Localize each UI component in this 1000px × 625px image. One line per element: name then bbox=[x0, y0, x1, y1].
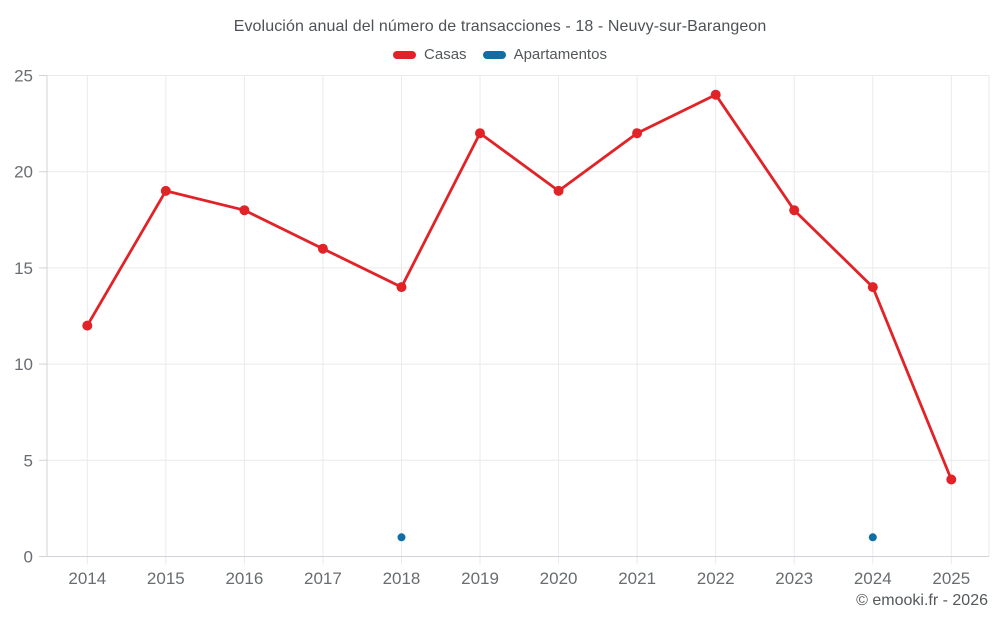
y-tick-label: 15 bbox=[14, 259, 33, 278]
casas-point[interactable] bbox=[789, 205, 800, 216]
legend-label: Casas bbox=[424, 46, 467, 63]
casas-point[interactable] bbox=[82, 320, 93, 331]
casas-point[interactable] bbox=[710, 89, 721, 100]
casas-line bbox=[85, 93, 953, 481]
casas-point[interactable] bbox=[475, 128, 485, 139]
legend-swatch-apartamentos bbox=[482, 50, 506, 59]
chart-title: Evolución anual del número de transaccio… bbox=[233, 18, 767, 35]
casas-point[interactable] bbox=[160, 185, 171, 196]
y-tick-label: 10 bbox=[14, 355, 33, 374]
casas-point[interactable] bbox=[632, 128, 643, 139]
footer-credit: © emooki.fr - 2026 bbox=[856, 592, 988, 609]
legend-swatch-casas bbox=[393, 50, 417, 59]
chart-legend: Casas Apartamentos bbox=[0, 46, 1000, 63]
x-tick-label: 2023 bbox=[775, 569, 813, 588]
y-tick-label: 5 bbox=[24, 451, 33, 470]
x-tick-label: 2017 bbox=[304, 569, 342, 588]
y-tick-label: 25 bbox=[14, 67, 33, 86]
x-tick-label: 2022 bbox=[697, 569, 735, 588]
x-tick-label: 2018 bbox=[383, 569, 421, 588]
x-tick-label: 2020 bbox=[540, 569, 578, 588]
x-tick-label: 2025 bbox=[932, 569, 970, 588]
legend-item-apartamentos[interactable]: Apartamentos bbox=[482, 46, 607, 63]
y-tick-label: 20 bbox=[14, 163, 33, 182]
casas-point[interactable] bbox=[867, 282, 878, 293]
casas-point[interactable] bbox=[239, 205, 250, 216]
y-tick-label: 0 bbox=[24, 548, 33, 567]
x-tick-label: 2014 bbox=[68, 569, 106, 588]
casas-point[interactable] bbox=[946, 474, 957, 485]
x-tick-label: 2019 bbox=[461, 569, 499, 588]
casas-point[interactable] bbox=[317, 243, 328, 254]
x-tick-label: 2016 bbox=[225, 569, 263, 588]
x-tick-label: 2024 bbox=[854, 569, 892, 588]
x-tick-label: 2021 bbox=[618, 569, 656, 588]
apartamentos-point[interactable] bbox=[397, 533, 406, 542]
casas-point[interactable] bbox=[396, 282, 407, 293]
legend-label: Apartamentos bbox=[513, 46, 607, 63]
x-tick-label: 2015 bbox=[147, 569, 185, 588]
apartamentos-point[interactable] bbox=[868, 533, 877, 542]
casas-point[interactable] bbox=[553, 185, 564, 196]
legend-item-casas[interactable]: Casas bbox=[393, 46, 467, 63]
